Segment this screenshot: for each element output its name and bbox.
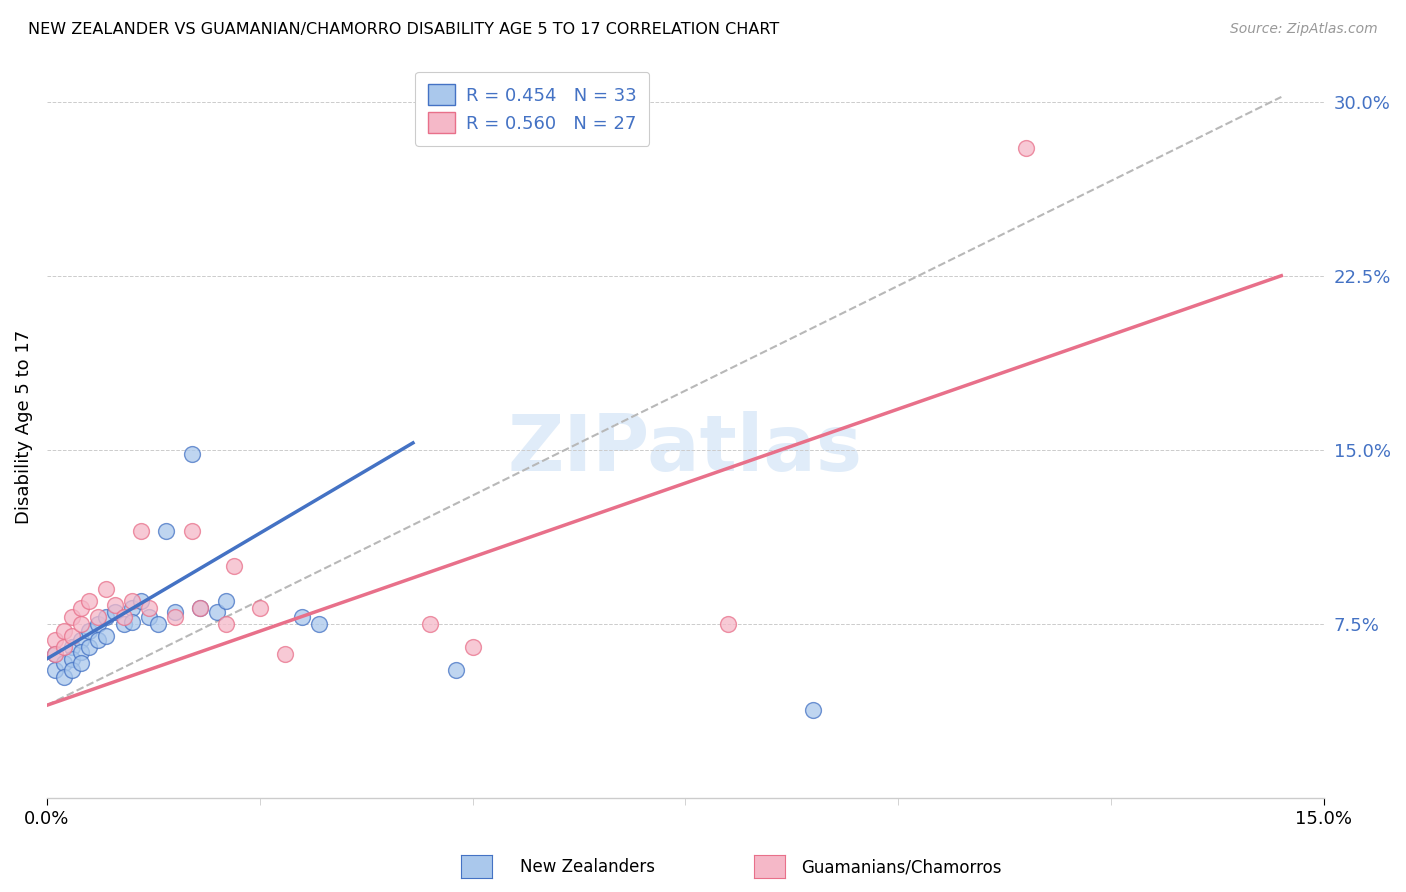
Point	[96, 582, 118, 597]
Point	[44, 647, 66, 661]
Point	[801, 703, 824, 717]
Point	[308, 617, 330, 632]
Point	[215, 594, 238, 608]
Point	[180, 524, 202, 538]
Point	[129, 594, 152, 608]
Point	[87, 633, 110, 648]
Point	[180, 448, 202, 462]
Point	[146, 617, 169, 632]
Point	[112, 610, 135, 624]
Point	[52, 640, 75, 655]
Point	[138, 610, 160, 624]
Point	[163, 610, 186, 624]
Point	[188, 600, 211, 615]
Point	[62, 640, 84, 655]
Point	[52, 657, 75, 671]
Point	[291, 610, 314, 624]
Point	[79, 594, 101, 608]
Point	[104, 599, 127, 613]
Point	[163, 606, 186, 620]
Text: NEW ZEALANDER VS GUAMANIAN/CHAMORRO DISABILITY AGE 5 TO 17 CORRELATION CHART: NEW ZEALANDER VS GUAMANIAN/CHAMORRO DISA…	[28, 22, 779, 37]
Point	[62, 664, 84, 678]
Point	[717, 617, 740, 632]
Point	[419, 617, 441, 632]
Point	[155, 524, 177, 538]
Point	[96, 629, 118, 643]
Point	[87, 610, 110, 624]
Point	[70, 657, 93, 671]
Point	[224, 558, 246, 573]
Point	[121, 615, 143, 629]
Point	[87, 617, 110, 632]
Point	[52, 624, 75, 638]
Point	[96, 610, 118, 624]
Point	[188, 600, 211, 615]
Text: Guamanians/Chamorros: Guamanians/Chamorros	[801, 858, 1002, 876]
Point	[70, 617, 93, 632]
Point	[70, 633, 93, 648]
Point	[112, 617, 135, 632]
Point	[444, 664, 467, 678]
Point	[1015, 141, 1038, 155]
Point	[121, 600, 143, 615]
Point	[70, 600, 93, 615]
Point	[62, 610, 84, 624]
Point	[44, 647, 66, 661]
Point	[44, 664, 66, 678]
Point	[249, 600, 271, 615]
Point	[121, 594, 143, 608]
Text: Source: ZipAtlas.com: Source: ZipAtlas.com	[1230, 22, 1378, 37]
Point	[138, 600, 160, 615]
Legend: R = 0.454   N = 33, R = 0.560   N = 27: R = 0.454 N = 33, R = 0.560 N = 27	[415, 71, 650, 145]
Point	[44, 633, 66, 648]
Point	[461, 640, 484, 655]
Point	[205, 606, 228, 620]
Text: New Zealanders: New Zealanders	[520, 858, 655, 876]
Point	[52, 670, 75, 684]
Point	[274, 647, 297, 661]
Point	[79, 624, 101, 638]
Point	[215, 617, 238, 632]
Point	[62, 652, 84, 666]
Point	[79, 640, 101, 655]
Point	[70, 645, 93, 659]
Y-axis label: Disability Age 5 to 17: Disability Age 5 to 17	[15, 329, 32, 524]
Text: ZIPatlas: ZIPatlas	[508, 411, 863, 487]
Point	[129, 524, 152, 538]
Point	[104, 606, 127, 620]
Point	[62, 629, 84, 643]
